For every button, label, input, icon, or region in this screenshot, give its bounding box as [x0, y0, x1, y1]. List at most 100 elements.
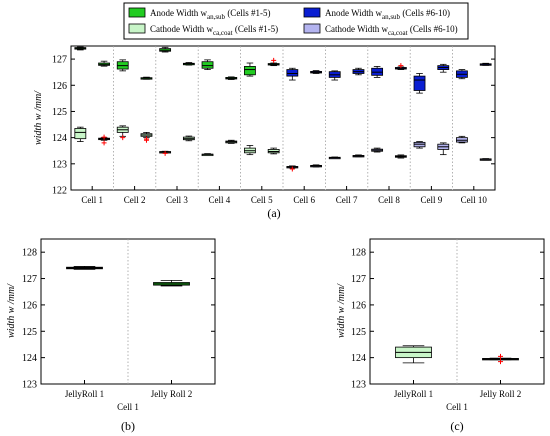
box — [182, 135, 195, 142]
panel-c-boxes — [395, 345, 519, 365]
box — [267, 57, 280, 67]
box-body — [286, 69, 299, 77]
y-tick-label: 127 — [22, 274, 37, 285]
y-tick-label: 128 — [351, 248, 366, 259]
y-tick-label: 126 — [351, 300, 366, 311]
box — [98, 134, 110, 146]
x-tick-label: Cell 9 — [421, 195, 443, 205]
box — [437, 142, 450, 156]
box — [310, 70, 322, 74]
box — [116, 59, 129, 72]
box — [98, 60, 110, 67]
x-tick-label: Jelly Roll 2 — [151, 389, 193, 399]
legend-label-name: Cathode Width w — [325, 24, 388, 34]
x-tick-label: Cell 8 — [378, 195, 400, 205]
box — [244, 145, 256, 156]
box-outlier — [101, 134, 107, 140]
panel-a-y-ticks: 122 123 124 125 126 127 — [52, 55, 495, 197]
box — [201, 59, 214, 70]
y-tick-label: 127 — [351, 274, 366, 285]
box-outlier — [271, 57, 277, 63]
box — [395, 345, 432, 364]
box — [328, 156, 341, 160]
y-tick-label: 124 — [351, 353, 366, 364]
box — [479, 158, 492, 161]
box — [456, 135, 468, 144]
panel-a-legend: Anode Width wan,sub (Cells #1-5) Cathode … — [123, 2, 469, 40]
legend-label-name: Anode Width w — [150, 8, 207, 18]
legend-label-suffix: (Cells #1-5) — [233, 24, 279, 34]
box-outlier — [162, 150, 168, 156]
y-tick-label: 127 — [52, 55, 67, 66]
box — [310, 164, 322, 168]
box — [153, 279, 190, 287]
x-tick-label: Cell 10 — [461, 195, 488, 205]
box — [371, 66, 384, 78]
box — [482, 353, 519, 365]
y-tick-label: 126 — [22, 300, 37, 311]
panel-c-y-axis-label: width w /mm/ — [336, 283, 347, 338]
box-body — [413, 75, 426, 91]
panel-a-boxes — [74, 46, 492, 172]
panel-c-x-axis-label: Cell 1 — [446, 402, 468, 412]
box — [352, 67, 365, 76]
box-outlier — [101, 140, 107, 146]
legend-label-subscript: ca,coat — [388, 29, 408, 37]
x-tick-label: Cell 3 — [166, 195, 188, 205]
panel-a-label: (a) — [267, 206, 280, 220]
box-body — [201, 61, 214, 69]
box — [286, 67, 299, 81]
legend-swatch — [128, 7, 146, 18]
legend-label-suffix: (Cells #6-10) — [400, 8, 450, 18]
panel-a-dividers — [113, 46, 454, 190]
box-outlier — [498, 359, 503, 365]
box — [244, 62, 256, 77]
legend-label-name: Anode Width w — [325, 8, 382, 18]
x-tick-label: Jelly Roll 2 — [480, 389, 522, 399]
legend-swatch — [128, 23, 146, 34]
panel-b-x-axis-label: Cell 1 — [117, 402, 139, 412]
panel-b-label: (b) — [121, 419, 135, 433]
box — [201, 153, 214, 157]
panel-b-x-ticks: JellyRoll 1 Jelly Roll 2 — [65, 380, 192, 399]
x-tick-label: JellyRoll 1 — [394, 389, 433, 399]
box — [159, 46, 172, 53]
panel-a-legend-frame — [123, 2, 469, 40]
panel-a-y-axis-label: width w /mm/ — [33, 90, 44, 145]
panel-c-x-ticks: JellyRoll 1 Jelly Roll 2 — [394, 380, 521, 399]
legend-label: Anode Width wan,sub (Cells #6-10) — [325, 8, 450, 21]
panel-c-y-ticks: 123 124 125 126 127 128 — [351, 248, 544, 391]
box — [74, 126, 87, 142]
box-outlier — [289, 166, 295, 172]
legend-label: Cathode Width wca,coat (Cells #6-10) — [325, 24, 458, 37]
y-tick-label: 125 — [52, 107, 67, 118]
box-body — [244, 66, 256, 76]
y-tick-label: 125 — [351, 327, 366, 338]
legend-label-subscript: ca,coat — [213, 29, 233, 37]
box — [479, 62, 492, 66]
box-outlier — [120, 135, 126, 141]
legend-label-suffix: (Cells #6-10) — [408, 24, 458, 34]
y-tick-label: 125 — [22, 327, 37, 338]
box — [66, 266, 103, 270]
legend-label-name: Cathode Width w — [150, 24, 213, 34]
panel-c-label: (c) — [450, 419, 463, 433]
box — [371, 147, 384, 153]
box — [328, 70, 341, 81]
panel-a: Anode Width wan,sub (Cells #1-5) Cathode … — [33, 2, 496, 220]
x-tick-label: Cell 4 — [209, 195, 231, 205]
legend-label: Anode Width wan,sub (Cells #1-5) — [150, 8, 271, 21]
box-outlier — [498, 353, 503, 359]
y-tick-label: 123 — [351, 380, 366, 391]
box — [286, 165, 299, 172]
legend-swatch — [303, 7, 321, 18]
box — [394, 154, 407, 159]
box — [116, 125, 129, 141]
y-tick-label: 126 — [52, 81, 67, 92]
box — [413, 141, 426, 149]
x-tick-label: Cell 1 — [81, 195, 103, 205]
box — [352, 154, 365, 158]
box — [413, 73, 426, 94]
